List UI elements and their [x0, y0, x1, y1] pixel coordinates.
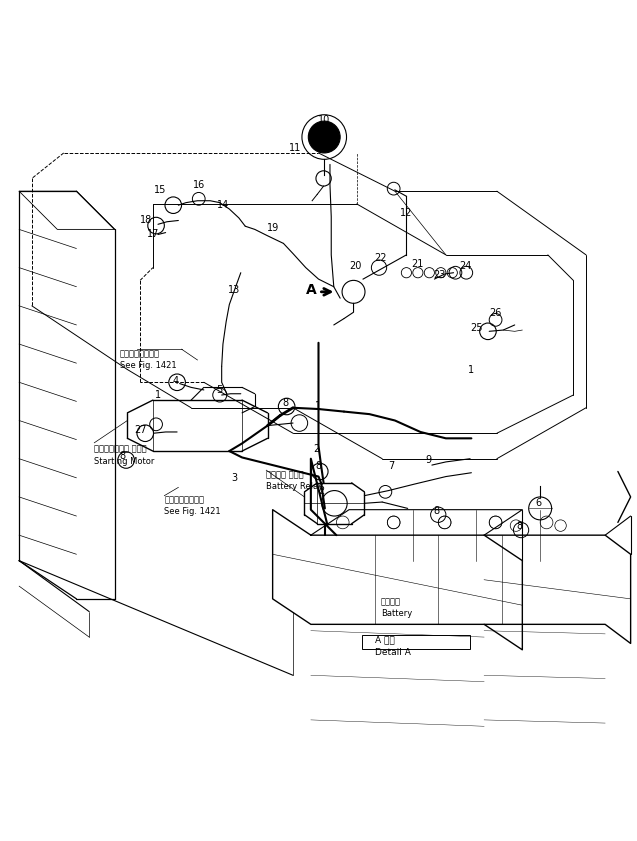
Text: 15: 15: [154, 185, 167, 195]
Text: 8: 8: [282, 398, 289, 408]
Text: 11: 11: [289, 143, 301, 153]
Text: 9: 9: [425, 455, 431, 465]
Text: 8: 8: [433, 506, 440, 516]
Text: 2: 2: [318, 485, 324, 495]
Text: 5: 5: [217, 385, 223, 395]
Text: 10: 10: [317, 115, 330, 124]
Text: 3: 3: [231, 473, 238, 483]
Text: バッテリ
Battery: バッテリ Battery: [381, 598, 412, 618]
Text: スターティング モータ
Starting Motor: スターティング モータ Starting Motor: [94, 445, 155, 466]
Text: 17: 17: [147, 230, 159, 240]
Text: 22: 22: [375, 253, 387, 263]
Text: 2: 2: [313, 444, 319, 454]
Text: 8: 8: [516, 521, 522, 531]
Text: 27: 27: [134, 425, 147, 435]
Text: 13: 13: [228, 285, 241, 295]
Text: 8: 8: [315, 462, 322, 471]
Text: 1: 1: [155, 390, 161, 400]
Text: 1: 1: [468, 364, 475, 374]
Text: バッテリ リレー
Battery Relay: バッテリ リレー Battery Relay: [266, 470, 324, 491]
Text: 21: 21: [411, 259, 424, 269]
Text: 20: 20: [349, 262, 362, 272]
Text: A: A: [306, 283, 316, 297]
Text: 19: 19: [266, 223, 279, 233]
Text: 26: 26: [489, 309, 502, 319]
Text: 6: 6: [535, 499, 541, 508]
Text: 8: 8: [119, 451, 125, 461]
Circle shape: [308, 121, 340, 153]
Text: 24: 24: [459, 262, 471, 272]
Text: 18: 18: [140, 215, 153, 225]
Text: 16: 16: [192, 180, 205, 190]
Text: 25: 25: [470, 323, 483, 333]
Text: 12: 12: [400, 209, 413, 219]
Text: 第１４２１図参照
See Fig. 1421: 第１４２１図参照 See Fig. 1421: [164, 495, 221, 516]
Text: 4: 4: [172, 376, 178, 386]
Text: 7: 7: [389, 462, 395, 471]
Text: A 詳細
Detail A: A 詳細 Detail A: [375, 636, 410, 657]
Text: 23: 23: [433, 270, 446, 280]
Text: 14: 14: [217, 200, 229, 210]
Bar: [362, 634, 470, 648]
Text: 1: 1: [315, 401, 322, 411]
Text: 第１４２１図参照
See Fig. 1421: 第１４２１図参照 See Fig. 1421: [120, 349, 176, 370]
